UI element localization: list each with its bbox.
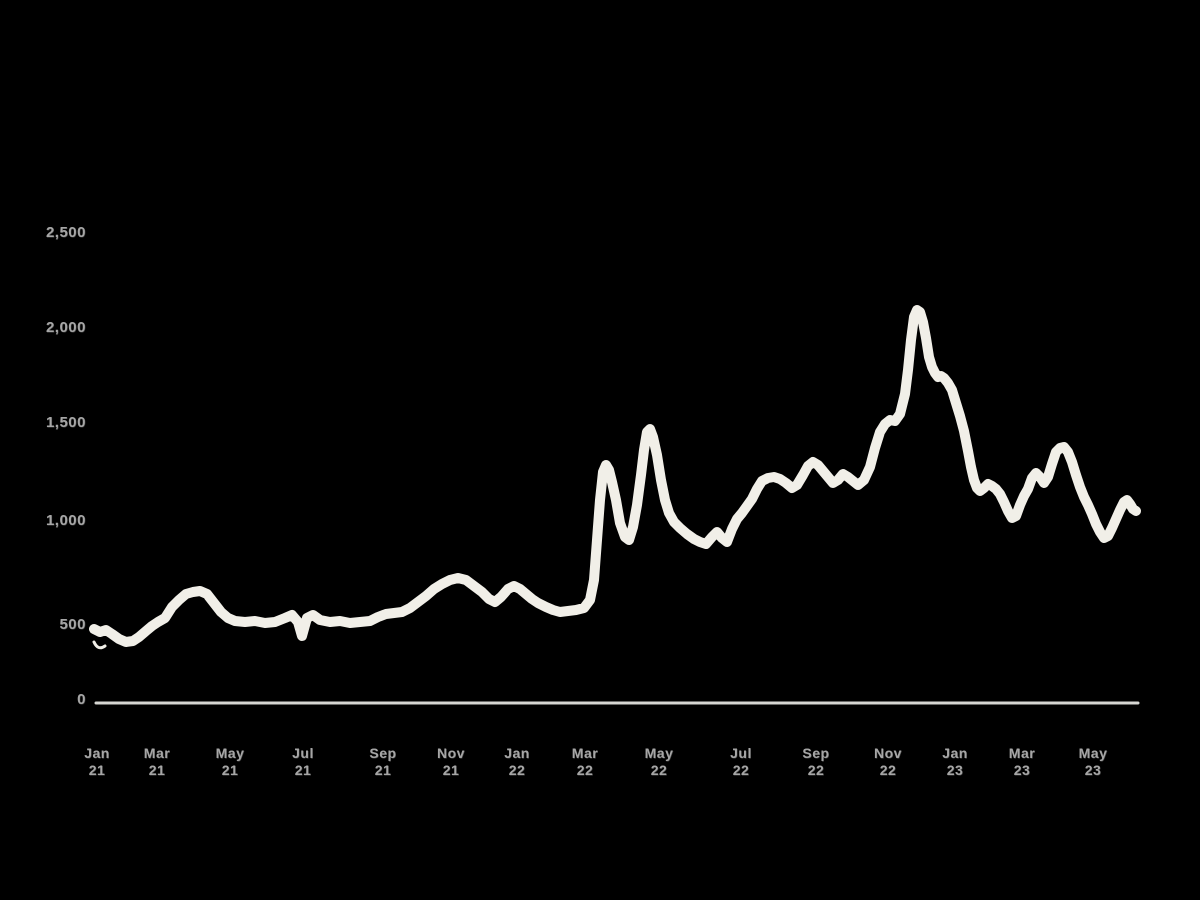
x-tick-year: 22	[879, 762, 897, 778]
x-tick-label-nov-22: Nov 22	[856, 745, 920, 779]
x-tick-month: Jan	[942, 745, 968, 761]
x-tick-label-sep-21: Sep 21	[351, 745, 415, 779]
x-tick-year: 22	[576, 762, 594, 778]
x-tick-year: 21	[221, 762, 239, 778]
x-tick-label-mar-23: Mar 23	[990, 745, 1054, 779]
x-tick-label-jul-21: Jul 21	[271, 745, 335, 779]
x-tick-month: Mar	[1008, 745, 1036, 761]
y-tick-label-1500: 1,500	[45, 414, 86, 431]
x-tick-label-jan-21: Jan 21	[65, 745, 129, 779]
x-tick-label-mar-22: Mar 22	[553, 745, 617, 779]
x-tick-month: Nov	[874, 745, 902, 761]
x-tick-year: 23	[946, 762, 964, 778]
x-tick-label-mar-21: Mar 21	[125, 745, 189, 779]
x-tick-year: 23	[1013, 762, 1031, 778]
x-tick-label-may-22: May 22	[627, 745, 691, 779]
x-tick-year: 23	[1084, 762, 1102, 778]
x-tick-year: 21	[88, 762, 106, 778]
x-tick-year: 22	[650, 762, 668, 778]
x-tick-month: Jan	[504, 745, 530, 761]
x-tick-label-jan-22: Jan 22	[485, 745, 549, 779]
x-tick-label-may-23: May 23	[1061, 745, 1125, 779]
x-tick-year: 21	[148, 762, 166, 778]
x-tick-month: Mar	[143, 745, 171, 761]
y-tick-label-0: 0	[77, 691, 86, 708]
x-tick-year: 21	[374, 762, 392, 778]
x-tick-month: Jul	[292, 745, 314, 761]
x-tick-month: Sep	[802, 745, 830, 761]
x-tick-month: May	[215, 745, 245, 761]
x-tick-month: May	[1078, 745, 1108, 761]
x-tick-year: 21	[294, 762, 312, 778]
x-tick-month: Jul	[730, 745, 752, 761]
x-tick-month: Jan	[84, 745, 110, 761]
x-tick-year: 22	[508, 762, 526, 778]
x-tick-label-sep-22: Sep 22	[784, 745, 848, 779]
x-tick-label-jan-23: Jan 23	[923, 745, 987, 779]
x-tick-label-may-21: May 21	[198, 745, 262, 779]
y-tick-label-500: 500	[59, 616, 86, 633]
x-tick-year: 22	[807, 762, 825, 778]
x-tick-month: Sep	[369, 745, 397, 761]
x-tick-month: Nov	[437, 745, 465, 761]
x-tick-label-nov-21: Nov 21	[419, 745, 483, 779]
x-tick-month: May	[644, 745, 674, 761]
x-tick-label-jul-22: Jul 22	[709, 745, 773, 779]
x-tick-year: 21	[442, 762, 460, 778]
y-tick-label-2500: 2,500	[45, 224, 86, 241]
sketch-flourish-stroke	[92, 640, 107, 650]
data-line-series-1	[89, 305, 1141, 647]
x-tick-month: Mar	[571, 745, 599, 761]
y-tick-label-2000: 2,000	[45, 319, 86, 336]
y-tick-label-1000: 1,000	[45, 512, 86, 529]
x-tick-year: 22	[732, 762, 750, 778]
